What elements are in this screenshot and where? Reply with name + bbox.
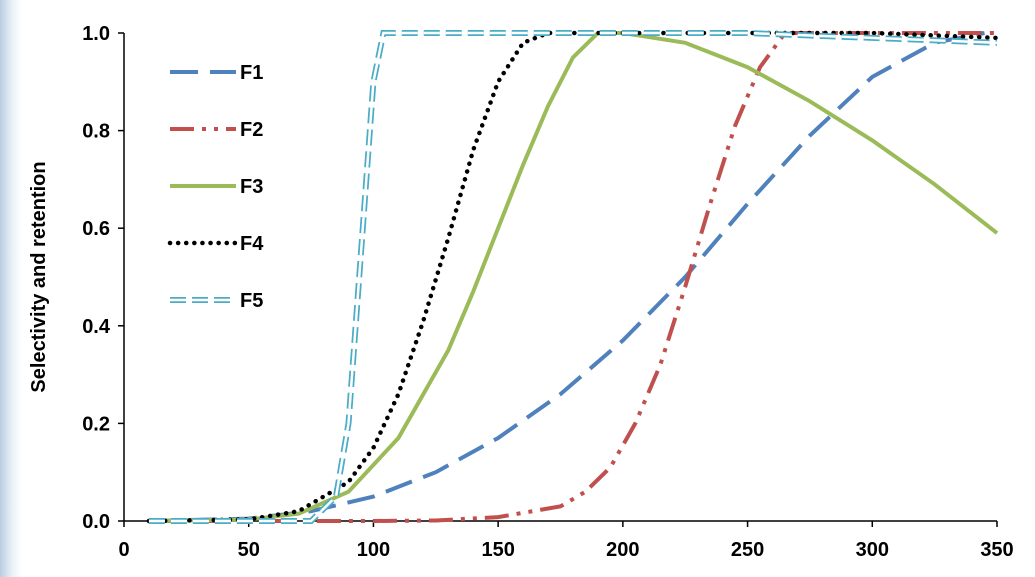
x-tick-label: 200 xyxy=(606,539,639,561)
y-tick-label: 0.2 xyxy=(82,413,110,435)
series-f5-line xyxy=(148,30,998,524)
y-axis-title: Selectivity and retention xyxy=(28,161,50,392)
legend-label-f2: F2 xyxy=(240,119,263,141)
plot-area: 0 50 100 150 200 250 300 350 0.0 0.2 0.4 0.6 0.8 1.0 xyxy=(82,23,1014,561)
legend-label-f3: F3 xyxy=(240,176,263,198)
x-tick-label: 350 xyxy=(980,539,1013,561)
y-axis-ticks: 0.0 0.2 0.4 0.6 0.8 1.0 xyxy=(82,23,124,533)
series-f4-line xyxy=(146,30,1000,524)
y-tick-label: 1.0 xyxy=(82,23,110,45)
legend-label-f4: F4 xyxy=(240,233,264,255)
x-tick-label: 100 xyxy=(357,539,390,561)
x-tick-label: 150 xyxy=(481,539,514,561)
x-tick-label: 300 xyxy=(856,539,889,561)
y-tick-label: 0.6 xyxy=(82,218,110,240)
y-tick-label: 0.4 xyxy=(82,316,111,338)
y-tick-label: 0.8 xyxy=(82,121,110,143)
series-f1-line xyxy=(148,31,985,523)
series-f2-line xyxy=(148,31,997,523)
x-tick-label: 50 xyxy=(238,539,260,561)
series-f5-line-inner xyxy=(148,31,998,523)
x-axis-ticks: 0 50 100 150 200 250 300 350 xyxy=(118,521,1014,561)
y-tick-label: 0.0 xyxy=(82,511,110,533)
legend-label-f5: F5 xyxy=(240,290,263,312)
series-lines xyxy=(146,30,1000,524)
series-f3-line xyxy=(148,31,999,523)
legend-label-f1: F1 xyxy=(240,62,263,84)
legend: F1 F2 F3 F4 F5 xyxy=(167,62,264,312)
x-tick-label: 250 xyxy=(731,539,764,561)
x-tick-label: 0 xyxy=(118,539,129,561)
